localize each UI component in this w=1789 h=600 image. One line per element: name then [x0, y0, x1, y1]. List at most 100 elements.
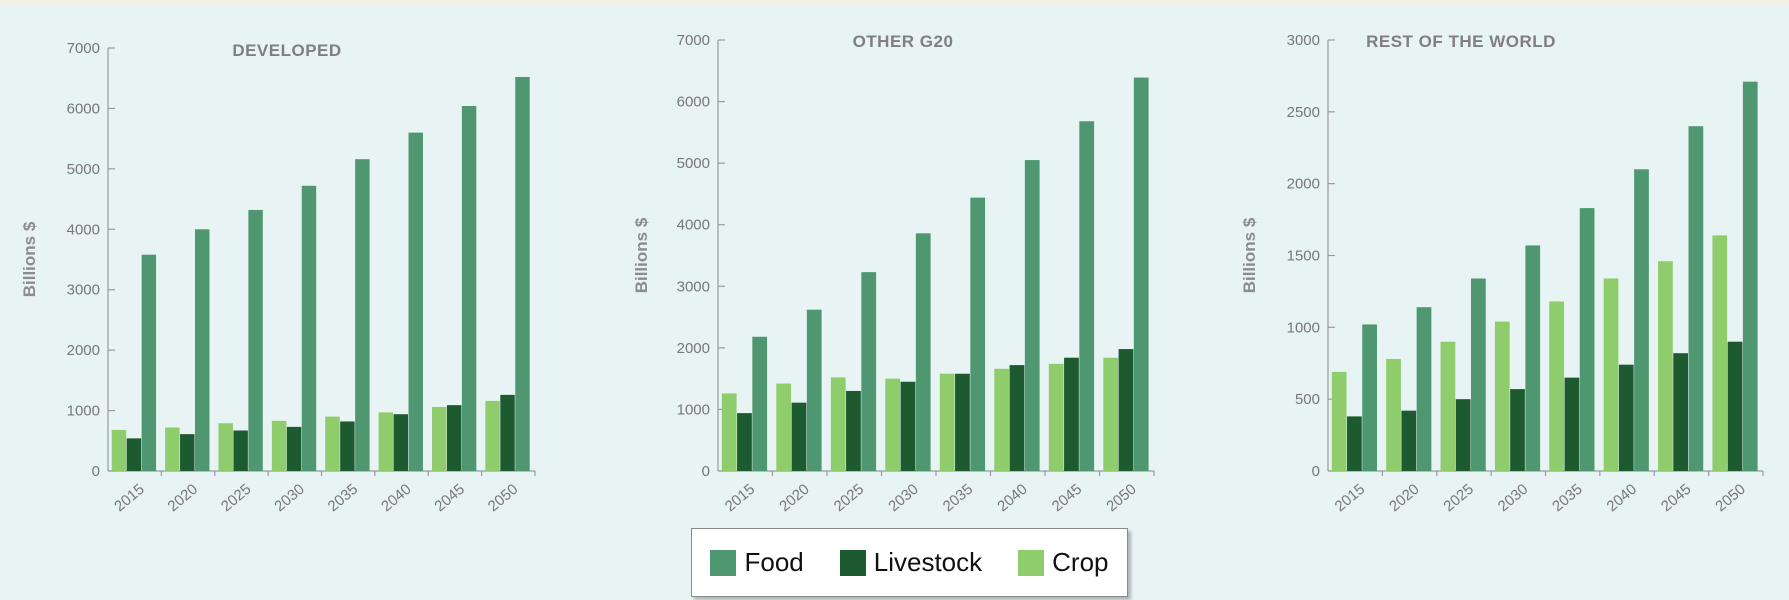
chart-title: DEVELOPED — [232, 41, 341, 60]
bar-food-2015 — [752, 336, 768, 471]
bar-crop-2050 — [1712, 235, 1728, 471]
bar-crop-2025 — [218, 423, 233, 471]
bar-food-2040 — [1634, 169, 1649, 472]
y-tick-label: 1000 — [1287, 319, 1320, 336]
y-axis-label: Billions $ — [632, 217, 651, 293]
x-tick-label: 2045 — [1658, 481, 1694, 515]
y-axis-label: Billions $ — [1240, 217, 1259, 293]
legend-item-crop: Crop — [1018, 547, 1109, 578]
bar-livestock-2025 — [233, 430, 248, 471]
x-tick-label: 2020 — [165, 481, 201, 515]
legend-label-food: Food — [744, 547, 804, 577]
bar-livestock-2050 — [1727, 341, 1743, 471]
chart-0: DEVELOPED Billions $ 0 1000 2000 3000 4000 5000… — [20, 40, 536, 515]
y-tick-label: 2500 — [1287, 104, 1320, 121]
y-tick-label: 4000 — [677, 217, 710, 234]
chart-title: REST OF THE WORLD — [1366, 32, 1556, 51]
x-tick-label: 2045 — [1049, 481, 1085, 515]
legend-item-food: Food — [710, 547, 804, 578]
x-tick-label: 2025 — [1440, 481, 1476, 515]
legend: Food Livestock Crop — [691, 528, 1128, 597]
bar-livestock-2015 — [126, 438, 142, 471]
bar-food-2040 — [1024, 160, 1040, 472]
y-tick-label: 7000 — [677, 32, 710, 49]
bar-livestock-2025 — [1455, 399, 1471, 471]
x-tick-label: 2015 — [722, 481, 758, 515]
legend-label-crop: Crop — [1052, 547, 1109, 577]
y-tick-label: 0 — [702, 463, 710, 480]
bar-food-2035 — [1579, 208, 1595, 471]
bar-livestock-2045 — [1064, 357, 1079, 471]
legend-swatch-livestock — [839, 549, 866, 576]
bar-livestock-2030 — [900, 381, 916, 471]
bar-crop-2050 — [485, 400, 500, 471]
bar-food-2015 — [141, 254, 157, 471]
y-tick-label: 1000 — [67, 403, 100, 420]
bar-livestock-2040 — [393, 414, 409, 471]
y-tick-label: 6000 — [677, 94, 710, 111]
bar-food-2040 — [408, 132, 423, 471]
legend-label-livestock: Livestock — [873, 547, 983, 577]
bar-crop-2025 — [1440, 341, 1456, 471]
bar-food-2030 — [301, 185, 317, 471]
x-tick-label: 2025 — [218, 481, 254, 515]
y-tick-label: 3000 — [1287, 32, 1320, 49]
x-tick-label: 2035 — [940, 481, 976, 515]
y-tick-label: 0 — [92, 463, 100, 480]
bar-crop-2045 — [431, 406, 447, 471]
y-tick-label: 5000 — [67, 161, 100, 178]
bar-crop-2045 — [1658, 261, 1673, 471]
y-tick-label: 5000 — [677, 155, 710, 172]
x-tick-label: 2030 — [885, 481, 921, 515]
bar-crop-2020 — [1386, 358, 1401, 471]
bar-crop-2035 — [325, 416, 340, 471]
bar-crop-2030 — [271, 420, 287, 471]
bar-crop-2050 — [1103, 357, 1119, 471]
bar-food-2035 — [970, 197, 986, 471]
bar-livestock-2030 — [286, 426, 302, 471]
y-tick-label: 2000 — [67, 342, 100, 359]
x-tick-label: 2045 — [431, 481, 467, 515]
bar-livestock-2040 — [1009, 365, 1025, 471]
bar-livestock-2025 — [846, 390, 861, 471]
y-tick-label: 2000 — [677, 340, 710, 357]
bar-livestock-2045 — [446, 405, 462, 471]
bar-food-2050 — [1133, 77, 1149, 472]
x-tick-label: 2015 — [1332, 481, 1368, 515]
bar-crop-2030 — [885, 378, 901, 471]
x-tick-label: 2035 — [325, 481, 361, 515]
bar-livestock-2035 — [955, 373, 970, 471]
bar-crop-2025 — [830, 377, 846, 471]
bar-food-2020 — [195, 229, 210, 471]
bar-food-2025 — [861, 272, 877, 471]
bar-crop-2040 — [994, 368, 1010, 471]
legend-swatch-food — [710, 549, 737, 576]
bar-crop-2020 — [776, 383, 792, 471]
chart-1: OTHER G20 Billions $ 0 1000 2000 3000 4000 5000… — [632, 32, 1155, 515]
bar-food-2045 — [1688, 126, 1704, 471]
bar-food-2020 — [806, 309, 822, 471]
bar-livestock-2050 — [1118, 349, 1134, 471]
bar-crop-2030 — [1494, 321, 1510, 471]
x-tick-label: 2020 — [1386, 481, 1422, 515]
y-tick-label: 2000 — [1287, 176, 1320, 193]
bar-crop-2040 — [378, 412, 394, 471]
bar-livestock-2045 — [1673, 353, 1689, 471]
y-tick-label: 0 — [1312, 463, 1320, 480]
bar-livestock-2020 — [180, 434, 195, 471]
bar-food-2045 — [1079, 121, 1095, 471]
bar-food-2025 — [248, 209, 263, 471]
bar-crop-2015 — [1331, 371, 1347, 471]
bar-livestock-2020 — [1401, 410, 1417, 471]
bar-food-2050 — [1742, 81, 1758, 471]
bar-crop-2015 — [111, 429, 127, 471]
bar-crop-2035 — [939, 373, 955, 471]
bar-crop-2015 — [721, 393, 737, 471]
bar-livestock-2035 — [340, 421, 355, 471]
bar-food-2015 — [1362, 324, 1377, 471]
chart-panel — [0, 6, 1789, 600]
x-tick-label: 2040 — [378, 481, 414, 515]
bar-food-2035 — [355, 159, 370, 471]
bar-food-2030 — [915, 233, 931, 471]
